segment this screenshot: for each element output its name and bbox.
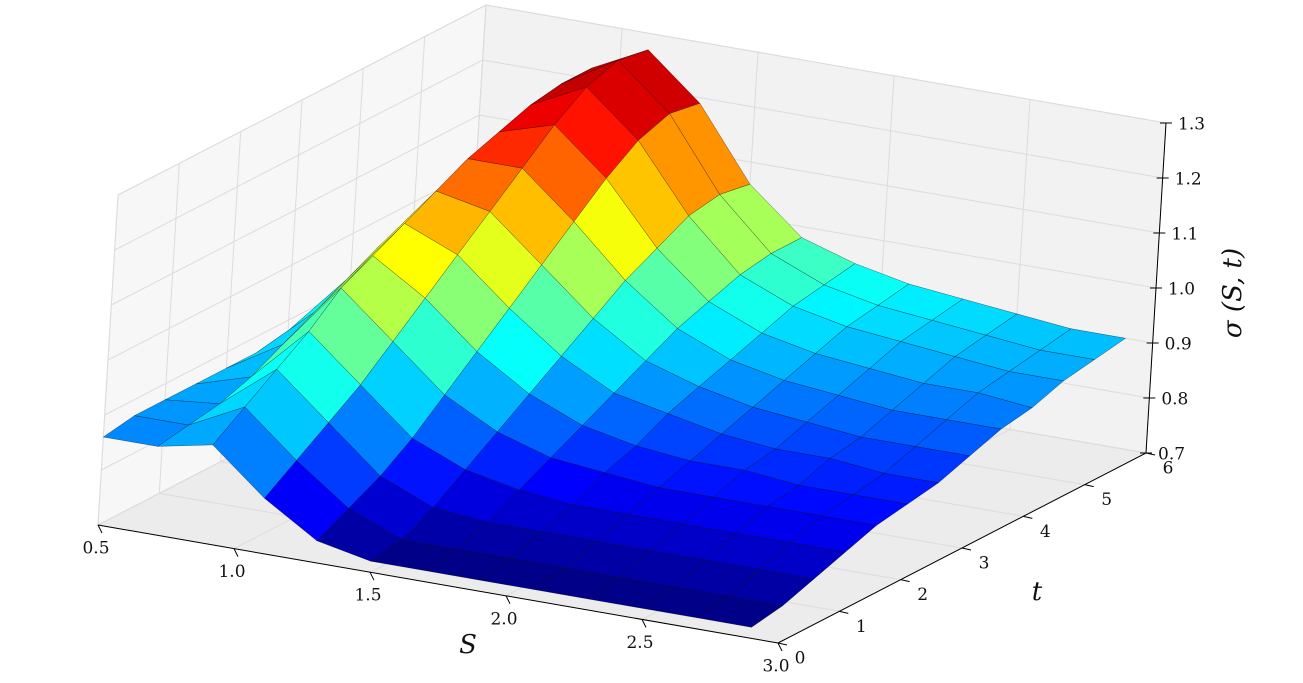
x-tick-label: 2.5 <box>626 633 653 653</box>
z-axis-title: σ (S, t) <box>1218 248 1248 338</box>
tick-mark <box>1084 484 1094 488</box>
z-tick-label: 0.8 <box>1161 390 1188 410</box>
x-tick-label: 3.0 <box>762 657 789 677</box>
y-axis-title: t <box>1032 577 1043 607</box>
surface <box>102 49 1127 628</box>
tick-mark <box>505 595 511 605</box>
z-tick-label: 1.0 <box>1168 280 1195 300</box>
grid-line <box>111 114 1160 306</box>
surface-patch <box>696 596 784 628</box>
z-tick-label: 1.2 <box>1175 170 1202 190</box>
y-tick-label: 3 <box>979 554 990 574</box>
y-tick-label: 0 <box>795 649 806 669</box>
x-tick-label: 1.0 <box>218 562 245 582</box>
y-tick-label: 4 <box>1040 522 1051 542</box>
tick-mark <box>777 642 788 646</box>
z-tick-label: 0.9 <box>1165 335 1192 355</box>
y-tick-label: 6 <box>1163 459 1174 479</box>
tick-mark <box>839 610 849 614</box>
tick-mark <box>641 619 647 628</box>
y-tick-label: 1 <box>856 617 867 637</box>
y-tick-label: 5 <box>1101 490 1112 510</box>
tick-mark <box>1023 515 1033 519</box>
tick-mark <box>97 524 103 534</box>
x-tick-label: 1.5 <box>354 586 381 606</box>
tick-mark <box>233 548 239 557</box>
grid-line <box>117 4 1167 196</box>
x-tick-label: 2.0 <box>490 609 517 629</box>
z-tick-label: 0.7 <box>1158 445 1185 465</box>
tick-mark <box>777 642 783 652</box>
grid-line <box>114 59 1163 251</box>
tick-mark <box>961 547 972 551</box>
x-axis-title: S <box>459 630 477 660</box>
tick-mark <box>900 579 910 583</box>
z-axis-line <box>1145 122 1167 454</box>
x-axis-line <box>97 524 779 644</box>
tick-mark <box>369 571 375 581</box>
y-axis-line <box>777 452 1147 644</box>
y-tick-label: 2 <box>917 585 928 605</box>
x-tick-label: 0.5 <box>82 539 109 559</box>
axes: 0.5 1.0 1.5 2.0 2.5 3.0 0 1 2 3 4 5 60.7 0.8 0.9 1.0 1.1… <box>82 115 1248 677</box>
z-tick-label: 1.3 <box>1178 115 1205 135</box>
z-tick-label: 1.1 <box>1171 225 1198 245</box>
